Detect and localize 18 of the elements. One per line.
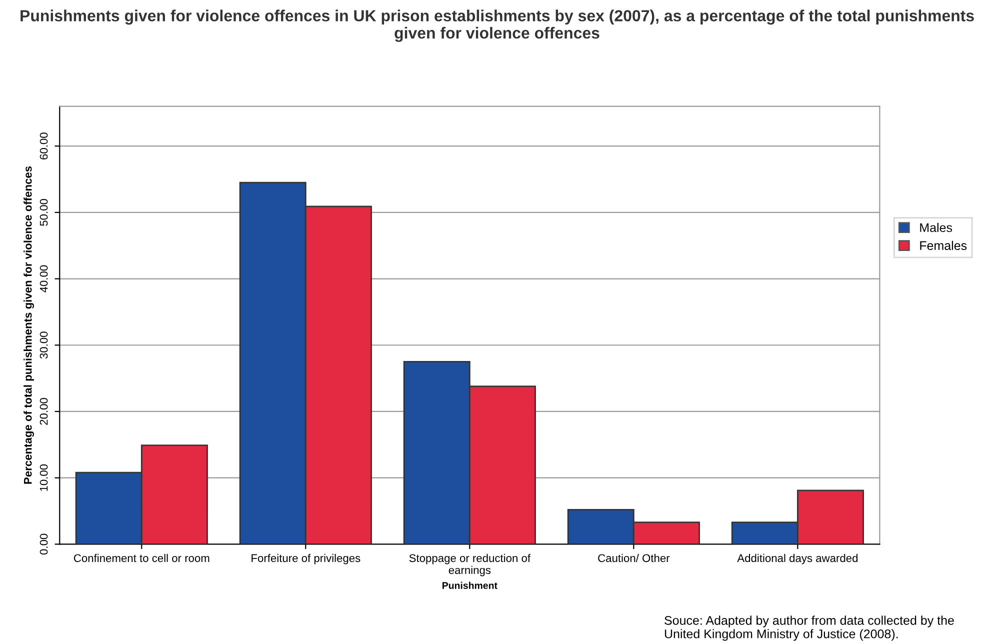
y-tick-label: 50.00	[40, 198, 48, 226]
x-tick-label: Stoppage or reduction of earnings	[409, 554, 531, 576]
y-tick-label: 60.00	[40, 132, 48, 160]
chart-title: Punishments given for violence offences in UK prison establishments by sex (2007), as a percentage of the total punishments given for violence offences	[20, 10, 974, 42]
x-axis-title: Punishment	[442, 582, 498, 589]
y-tick-label: 0.00	[40, 534, 48, 555]
legend-label: Females	[920, 240, 967, 250]
x-tick-label: Additional days awarded	[737, 554, 858, 564]
text: Souce: Adapted by author from data collected by the United Kingdom Ministry of Justice (2008).	[664, 616, 954, 641]
x-tick-label: Confinement to cell or room	[74, 554, 210, 562]
y-tick-label: 40.00	[40, 265, 48, 292]
y-tick-label: 10.00	[40, 464, 48, 491]
y-tick-label: 30.00	[40, 332, 48, 359]
x-tick-label: Forfeiture of privileges	[252, 554, 360, 564]
x-tick-label: Caution/ Other	[598, 554, 670, 562]
y-axis-title: Percentage of total punishments given for violence offences	[24, 166, 34, 484]
y-tick-label: 20.00	[40, 398, 48, 425]
legend-label: Males	[920, 222, 952, 232]
